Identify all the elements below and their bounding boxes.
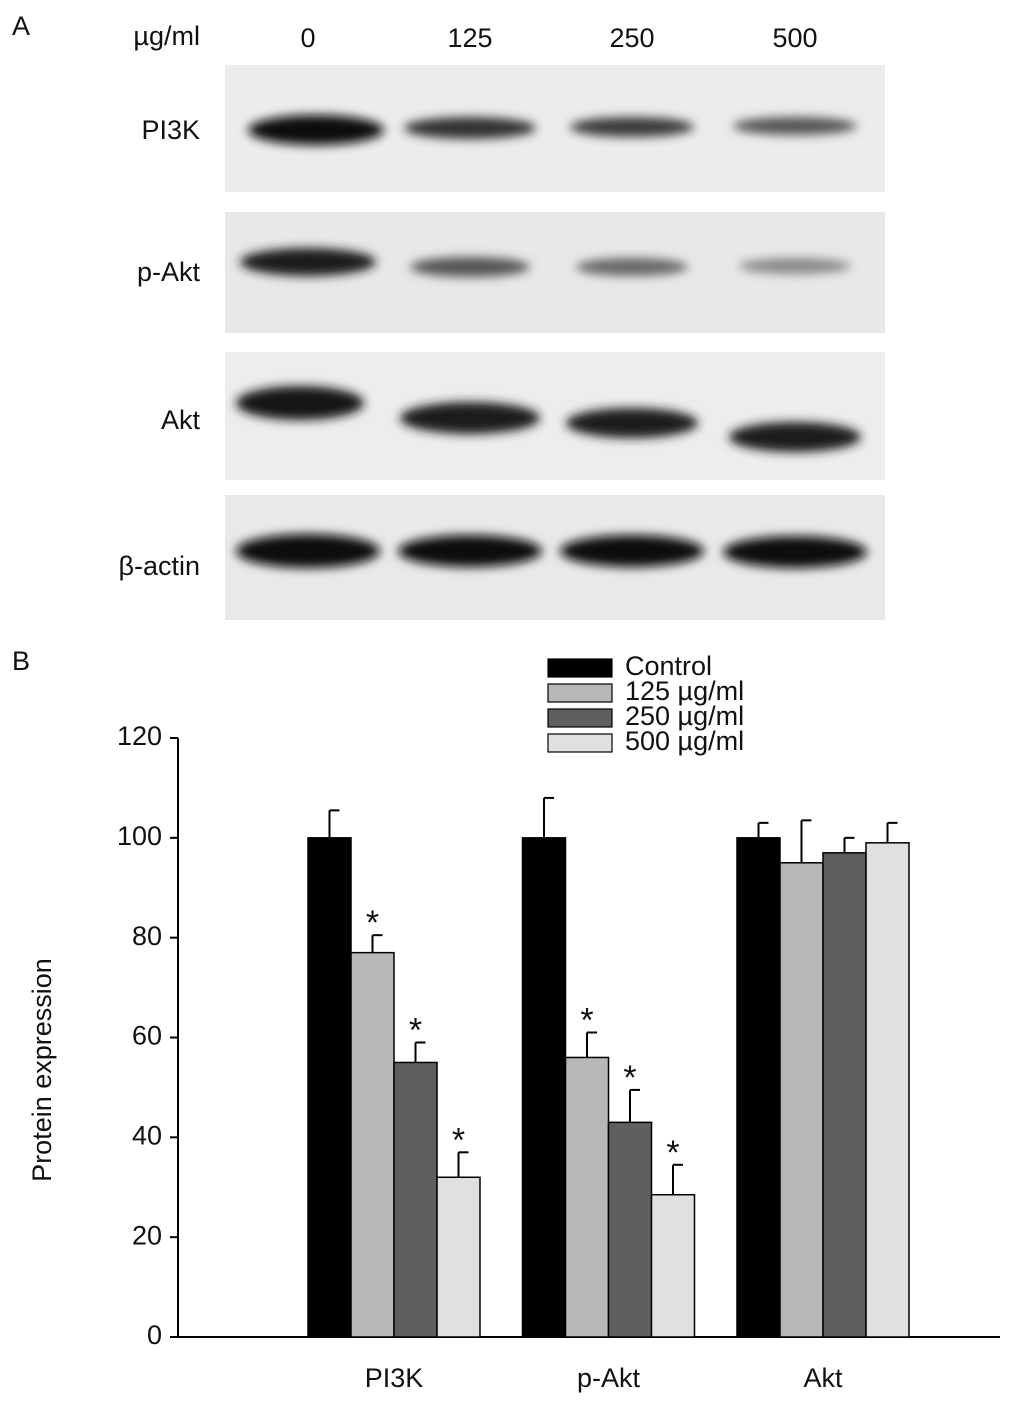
legend-swatch: [547, 683, 613, 703]
blot-band: [398, 535, 542, 567]
blot-band: [560, 535, 704, 567]
x-tick-label: p-Akt: [577, 1363, 641, 1393]
panel-label: A: [12, 11, 30, 41]
blot-band: [729, 422, 861, 452]
legend-label: 125 µg/ml: [625, 676, 744, 706]
legend-swatch: [547, 733, 613, 753]
row-label: PI3K: [141, 115, 200, 145]
legend-swatch: [547, 708, 613, 728]
blot-band: [410, 257, 530, 277]
bar: [436, 1176, 481, 1338]
significance-mark: *: [409, 1011, 422, 1049]
blot-band: [723, 536, 867, 568]
bar: [350, 951, 395, 1338]
bar: [393, 1061, 438, 1338]
lane-label: 250: [609, 23, 654, 53]
row-label: β-actin: [118, 551, 200, 581]
bar: [822, 852, 867, 1338]
bar: [607, 1121, 653, 1338]
x-tick-label: PI3K: [365, 1363, 424, 1393]
significance-mark: *: [366, 904, 379, 942]
y-tick-label: 100: [117, 821, 162, 851]
lane-label: 500: [772, 23, 817, 53]
y-tick-label: 0: [147, 1320, 162, 1350]
unit-label: µg/ml: [133, 21, 200, 51]
row-label: Akt: [161, 405, 201, 435]
bar: [564, 1056, 610, 1338]
blot-band: [576, 258, 688, 276]
bar: [521, 837, 567, 1338]
blot-band: [566, 408, 698, 438]
blot-band: [248, 115, 384, 145]
blot-band: [400, 402, 540, 434]
y-tick-label: 40: [132, 1120, 162, 1150]
x-tick-label: Akt: [803, 1363, 843, 1393]
y-tick-label: 80: [132, 921, 162, 951]
significance-mark: *: [623, 1059, 636, 1097]
blot-band: [739, 258, 851, 274]
lane-label: 0: [300, 23, 315, 53]
blot-band: [570, 117, 694, 137]
y-tick-label: 60: [132, 1021, 162, 1051]
legend-label: Control: [625, 651, 712, 681]
blot-band: [733, 117, 857, 135]
blot-band: [240, 248, 376, 276]
bar: [307, 837, 352, 1338]
blot-image: [225, 65, 885, 620]
bar: [865, 842, 910, 1338]
bar: [650, 1193, 696, 1338]
significance-mark: *: [580, 1001, 593, 1039]
blot-band: [236, 534, 380, 568]
lane-label: 125: [447, 23, 492, 53]
panel-label: B: [12, 646, 30, 676]
significance-mark: *: [666, 1134, 679, 1172]
significance-mark: *: [452, 1121, 465, 1159]
blot-band: [404, 117, 536, 139]
legend-label: 500 µg/ml: [625, 726, 744, 756]
y-axis-label: Protein expression: [27, 958, 57, 1182]
y-tick-label: 120: [117, 721, 162, 751]
row-label: p-Akt: [137, 257, 201, 287]
y-tick-label: 20: [132, 1220, 162, 1250]
bar: [736, 837, 781, 1338]
blot-band: [236, 386, 364, 420]
legend-label: 250 µg/ml: [625, 701, 744, 731]
bar: [779, 862, 824, 1338]
legend-swatch: [547, 658, 613, 678]
